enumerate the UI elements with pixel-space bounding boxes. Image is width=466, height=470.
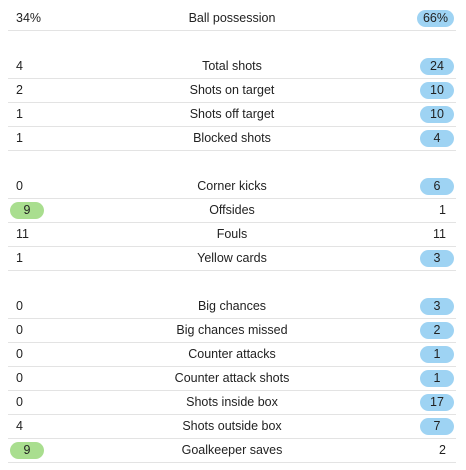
stat-row-big-chances: 0 Big chances 3 [8, 295, 456, 319]
away-value: 24 [420, 58, 454, 75]
away-value: 10 [420, 106, 454, 123]
stat-label: Offsides [209, 203, 255, 217]
home-value: 1 [16, 107, 23, 121]
stat-label: Goalkeeper saves [181, 443, 283, 457]
stat-label: Shots inside box [186, 395, 278, 409]
stat-row-total-shots: 4 Total shots 24 [8, 55, 456, 79]
away-value: 11 [433, 227, 446, 241]
away-value: 66% [416, 10, 454, 27]
stat-row-offsides: 9 Offsides 1 [8, 199, 456, 223]
stat-label: Blocked shots [193, 131, 271, 145]
stat-row-counter-attacks: 0 Counter attacks 1 [8, 343, 456, 367]
stat-row-counter-attack-shots: 0 Counter attack shots 1 [8, 367, 456, 391]
stat-row-goalkeeper-saves: 9 Goalkeeper saves 2 [8, 439, 456, 463]
stat-label: Counter attack shots [174, 371, 290, 385]
away-value: 10 [420, 82, 454, 99]
away-value: 17 [420, 394, 454, 411]
home-value: 4 [16, 419, 23, 433]
stat-row-big-chances-missed: 0 Big chances missed 2 [8, 319, 456, 343]
stat-label: Counter attacks [188, 347, 276, 361]
home-value: 0 [16, 395, 23, 409]
stat-label: Corner kicks [197, 179, 267, 193]
stat-row-shots-off-target: 1 Shots off target 10 [8, 103, 456, 127]
home-value: 0 [16, 299, 23, 313]
stat-label: Yellow cards [197, 251, 267, 265]
away-value: 2 [420, 322, 454, 339]
stat-label: Shots on target [189, 83, 275, 97]
stat-row-yellow-cards: 1 Yellow cards 3 [8, 247, 456, 271]
home-value: 11 [16, 227, 29, 241]
away-value: 6 [420, 178, 454, 195]
home-value: 34% [16, 11, 42, 25]
home-value: 0 [16, 371, 23, 385]
stat-label: Shots outside box [182, 419, 282, 433]
stat-label: Total shots [202, 59, 262, 73]
stat-row-blocked-shots: 1 Blocked shots 4 [8, 127, 456, 151]
away-value: 3 [420, 298, 454, 315]
home-value: 2 [16, 83, 23, 97]
away-value: 1 [420, 346, 454, 363]
stat-row-shots-outside-box: 4 Shots outside box 7 [8, 415, 456, 439]
home-value: 1 [16, 131, 23, 145]
away-value: 3 [420, 250, 454, 267]
away-value: 4 [420, 130, 454, 147]
home-value: 0 [16, 179, 23, 193]
stat-label: Shots off target [189, 107, 275, 121]
stat-row-shots-inside-box: 0 Shots inside box 17 [8, 391, 456, 415]
stat-label: Fouls [216, 227, 248, 241]
stat-label: Ball possession [188, 11, 276, 25]
away-value: 7 [420, 418, 454, 435]
home-value: 0 [16, 347, 23, 361]
home-value: 0 [16, 323, 23, 337]
stat-row-shots-on-target: 2 Shots on target 10 [8, 79, 456, 103]
home-value: 1 [16, 251, 23, 265]
away-value: 1 [439, 203, 446, 217]
away-value: 2 [439, 443, 446, 457]
stat-row-fouls: 11 Fouls 11 [8, 223, 456, 247]
home-value: 4 [16, 59, 23, 73]
home-value: 9 [10, 202, 44, 219]
stat-label: Big chances [197, 299, 267, 313]
stat-row-corner-kicks: 0 Corner kicks 6 [8, 175, 456, 199]
home-value: 9 [10, 442, 44, 459]
away-value: 1 [420, 370, 454, 387]
stat-label: Big chances missed [176, 323, 288, 337]
stat-row-ball-possession: 34% Ball possession 66% [8, 7, 456, 31]
